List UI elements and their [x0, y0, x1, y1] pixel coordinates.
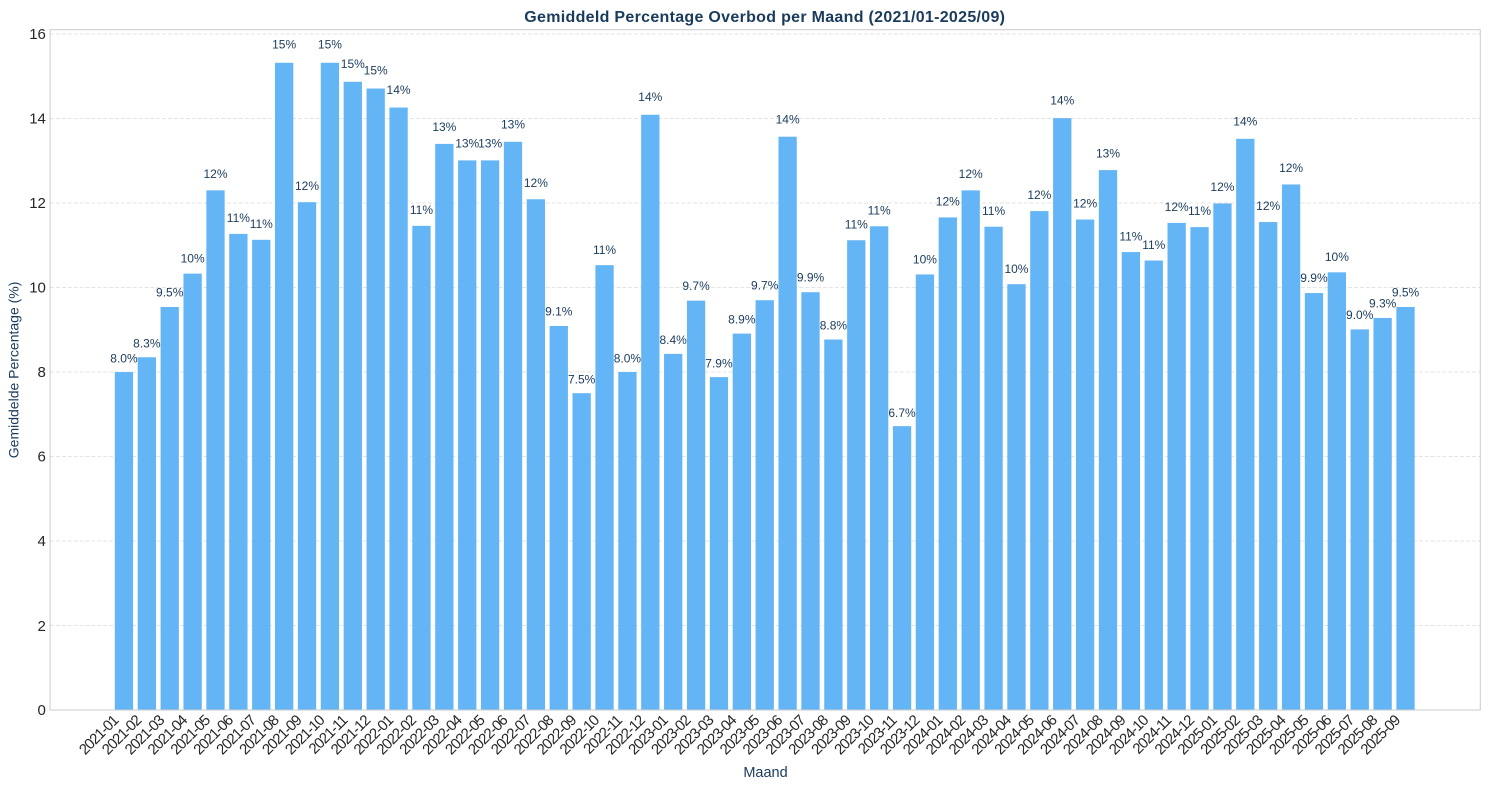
svg-text:8: 8	[38, 364, 46, 381]
svg-text:13%: 13%	[455, 137, 479, 151]
svg-text:8.9%: 8.9%	[728, 312, 756, 326]
svg-text:6.7%: 6.7%	[888, 406, 916, 420]
svg-text:11%: 11%	[410, 203, 433, 217]
svg-text:9.0%: 9.0%	[1346, 308, 1374, 322]
svg-text:9.1%: 9.1%	[545, 305, 573, 319]
svg-text:13%: 13%	[478, 137, 502, 151]
svg-text:13%: 13%	[501, 118, 525, 132]
svg-text:14: 14	[29, 111, 46, 128]
svg-text:7.5%: 7.5%	[568, 373, 596, 387]
svg-text:9.3%: 9.3%	[1369, 296, 1397, 310]
svg-text:8.0%: 8.0%	[614, 351, 642, 365]
svg-text:15%: 15%	[318, 37, 342, 51]
svg-text:8.4%: 8.4%	[660, 333, 688, 347]
svg-text:11%: 11%	[1142, 238, 1165, 252]
svg-text:15%: 15%	[364, 64, 388, 78]
svg-text:12%: 12%	[1256, 199, 1280, 213]
svg-text:11%: 11%	[1188, 204, 1211, 218]
svg-text:2: 2	[38, 618, 46, 635]
svg-text:15%: 15%	[341, 57, 365, 71]
svg-text:12%: 12%	[203, 167, 227, 181]
svg-text:12%: 12%	[1165, 200, 1189, 214]
svg-text:12%: 12%	[1027, 188, 1051, 202]
svg-text:13%: 13%	[1096, 146, 1120, 160]
svg-text:8.8%: 8.8%	[820, 318, 848, 332]
svg-text:12%: 12%	[936, 194, 960, 208]
svg-text:4: 4	[38, 533, 46, 550]
svg-text:9.5%: 9.5%	[1392, 285, 1420, 299]
svg-text:13%: 13%	[432, 120, 456, 134]
svg-text:10%: 10%	[913, 252, 937, 266]
svg-text:10%: 10%	[181, 251, 205, 265]
svg-text:11%: 11%	[250, 217, 273, 231]
svg-text:12: 12	[29, 195, 46, 212]
svg-text:11%: 11%	[845, 218, 868, 232]
svg-text:11%: 11%	[593, 243, 616, 257]
svg-text:9.7%: 9.7%	[682, 279, 710, 293]
svg-text:14%: 14%	[1050, 94, 1074, 108]
svg-text:14%: 14%	[776, 112, 800, 126]
svg-text:11%: 11%	[982, 204, 1005, 218]
svg-text:0: 0	[38, 702, 46, 719]
svg-text:10: 10	[29, 280, 46, 297]
svg-text:9.7%: 9.7%	[751, 278, 779, 292]
svg-text:11%: 11%	[868, 203, 891, 217]
svg-text:12%: 12%	[295, 179, 319, 193]
svg-text:12%: 12%	[1210, 180, 1234, 194]
svg-text:7.9%: 7.9%	[705, 356, 733, 370]
svg-text:9.9%: 9.9%	[1300, 271, 1328, 285]
svg-text:Maand: Maand	[743, 765, 787, 781]
svg-text:10%: 10%	[1325, 250, 1349, 264]
svg-text:10%: 10%	[1004, 262, 1028, 276]
svg-text:Gemiddelde Percentage (%): Gemiddelde Percentage (%)	[6, 282, 22, 459]
svg-text:9.5%: 9.5%	[156, 285, 184, 299]
svg-text:14%: 14%	[387, 83, 411, 97]
svg-text:11%: 11%	[1119, 230, 1142, 244]
svg-text:8.3%: 8.3%	[133, 336, 161, 350]
svg-text:12%: 12%	[1073, 197, 1097, 211]
svg-text:12%: 12%	[1279, 161, 1303, 175]
svg-text:12%: 12%	[524, 176, 548, 190]
svg-text:8.0%: 8.0%	[110, 351, 138, 365]
svg-text:Gemiddeld Percentage Overbod p: Gemiddeld Percentage Overbod per Maand (…	[524, 9, 1005, 26]
svg-text:16: 16	[29, 26, 46, 43]
svg-text:11%: 11%	[227, 211, 250, 225]
svg-text:14%: 14%	[1233, 115, 1257, 129]
svg-text:15%: 15%	[272, 37, 296, 51]
svg-text:12%: 12%	[959, 167, 983, 181]
svg-text:6: 6	[38, 449, 46, 466]
svg-text:14%: 14%	[638, 90, 662, 104]
svg-text:9.9%: 9.9%	[797, 270, 825, 284]
